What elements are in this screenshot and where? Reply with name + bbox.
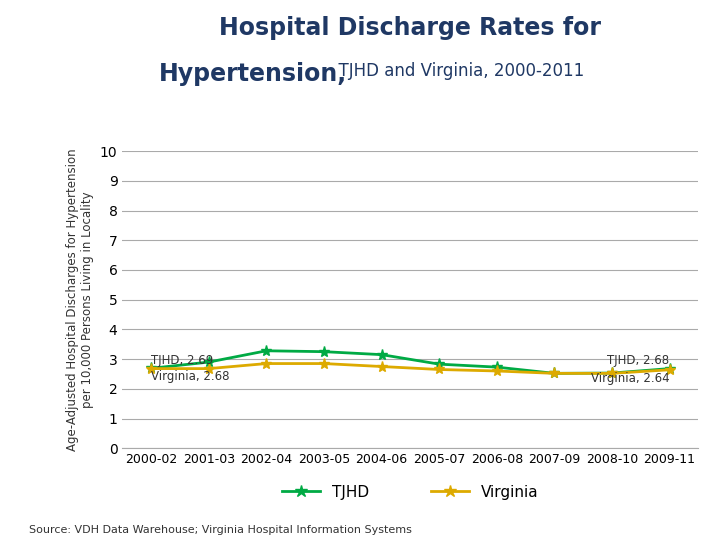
- Text: TJHD, 2.69: TJHD, 2.69: [151, 354, 213, 367]
- Text: TJHD, 2.68: TJHD, 2.68: [608, 354, 670, 367]
- Text: TJHD and Virginia, 2000-2011: TJHD and Virginia, 2000-2011: [328, 62, 584, 80]
- Text: Virginia, 2.68: Virginia, 2.68: [151, 370, 230, 383]
- Legend: TJHD, Virginia: TJHD, Virginia: [276, 478, 545, 506]
- Text: Source: VDH Data Warehouse; Virginia Hospital Information Systems: Source: VDH Data Warehouse; Virginia Hos…: [29, 524, 412, 535]
- Text: Hospital Discharge Rates for: Hospital Discharge Rates for: [220, 16, 601, 40]
- Text: Hypertension,: Hypertension,: [158, 62, 346, 86]
- Text: Virginia, 2.64: Virginia, 2.64: [591, 372, 670, 384]
- Y-axis label: Age-Adjusted Hospital Discharges for Hypertension
per 10,000 Persons Living in L: Age-Adjusted Hospital Discharges for Hyp…: [66, 148, 94, 451]
